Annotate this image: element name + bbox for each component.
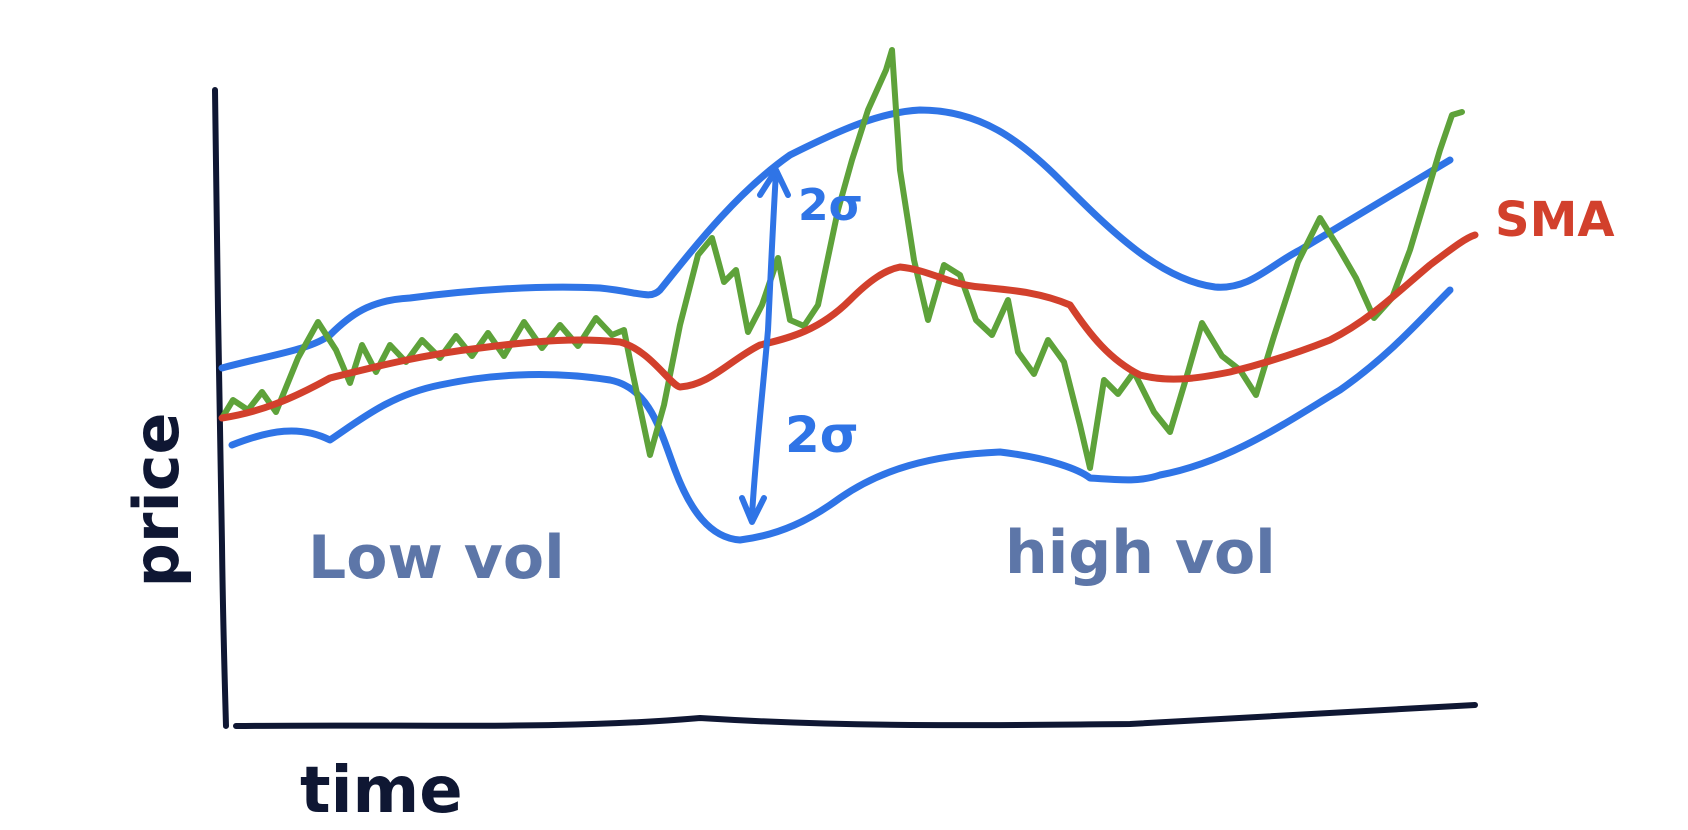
x-axis-label: time (300, 754, 463, 828)
y-axis-label: price (120, 412, 193, 587)
sigma-arrows (739, 167, 791, 525)
axes (212, 87, 1478, 729)
sigma-arrow-shaft (749, 169, 779, 518)
sigma-arrow-down-head (739, 495, 767, 525)
x-axis-line (233, 702, 1478, 729)
high-vol-region-label: high vol (1005, 518, 1276, 588)
sma-label: SMA (1495, 192, 1614, 248)
lower-band-line (228, 286, 1454, 544)
bollinger-bands (218, 106, 1454, 544)
sma-line (218, 231, 1479, 422)
label-layer: price time SMA 2σ 2σ Low vol high vol (120, 180, 1614, 828)
price-series-line (219, 47, 1465, 471)
sigma-upper-label: 2σ (798, 180, 863, 231)
upper-band-line (218, 106, 1454, 372)
sigma-arrow-up-head (757, 167, 791, 198)
low-vol-region-label: Low vol (308, 523, 565, 593)
y-axis-line (212, 87, 229, 729)
sigma-lower-label: 2σ (785, 406, 859, 464)
